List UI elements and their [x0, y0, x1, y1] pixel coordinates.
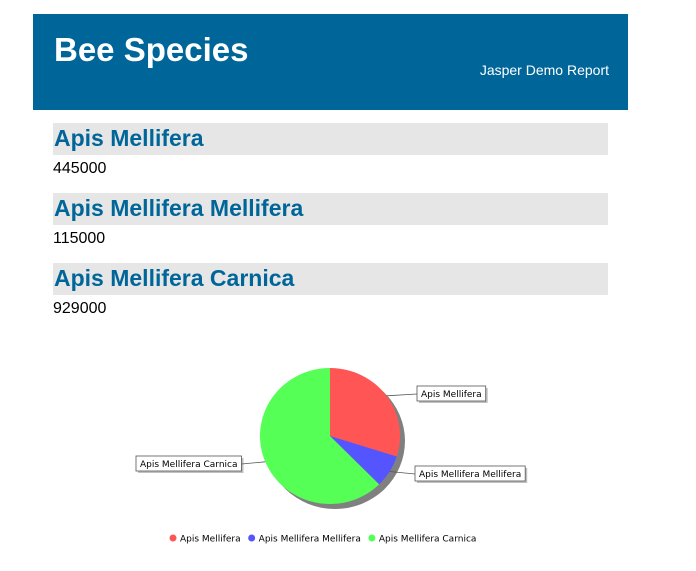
species-pie-chart: Apis Mellifera Apis Mellifera Mellifera Ap… — [0, 340, 696, 560]
pie-chart-canvas: Apis Mellifera Apis Mellifera Mellifera Ap… — [135, 368, 528, 545]
group-section: Apis Mellifera Mellifera 115000 — [53, 193, 608, 247]
slice-label: Apis Mellifera Carnica — [135, 455, 244, 473]
slice-leader-line — [389, 471, 416, 475]
legend-label: Apis Mellifera — [180, 535, 241, 545]
legend-swatch — [248, 534, 256, 542]
report-subtitle: Jasper Demo Report — [479, 62, 609, 78]
pie-slice — [330, 368, 401, 457]
group-name: Apis Mellifera — [54, 125, 204, 151]
group-section: Apis Mellifera Carnica 929000 — [53, 263, 608, 317]
legend-label: Apis Mellifera Mellifera — [259, 535, 361, 545]
group-count: 115000 — [53, 230, 106, 247]
slice-label-box — [135, 455, 242, 472]
group-count: 929000 — [53, 300, 107, 317]
slice-label-text: Apis Mellifera Mellifera — [419, 470, 521, 480]
legend-label: Apis Mellifera Carnica — [379, 535, 477, 545]
legend-swatch — [368, 534, 376, 542]
group-name: Apis Mellifera Mellifera — [54, 195, 304, 221]
slice-label-text: Apis Mellifera — [421, 390, 482, 400]
report-title: Bee Species — [54, 31, 249, 68]
group-section: Apis Mellifera 445000 — [53, 123, 608, 177]
slice-label-box — [414, 465, 526, 482]
slice-label-box — [416, 385, 487, 402]
group-name: Apis Mellifera Carnica — [54, 265, 295, 291]
group-count: 445000 — [53, 160, 107, 177]
slice-leader-line — [386, 393, 418, 397]
report-header: Bee Species Jasper Demo Report — [33, 14, 628, 110]
group-header-band: Apis Mellifera — [53, 123, 608, 155]
legend-swatch — [169, 534, 177, 542]
slice-label: Apis Mellifera Mellifera — [414, 465, 528, 483]
group-header-band: Apis Mellifera Carnica — [53, 263, 608, 295]
group-header-band: Apis Mellifera Mellifera — [53, 193, 608, 225]
slice-label-text: Apis Mellifera Carnica — [140, 460, 238, 470]
pie-slice — [260, 368, 380, 504]
pie-slice — [330, 436, 397, 485]
slice-leader-line — [241, 461, 266, 465]
slice-label: Apis Mellifera — [416, 385, 488, 403]
